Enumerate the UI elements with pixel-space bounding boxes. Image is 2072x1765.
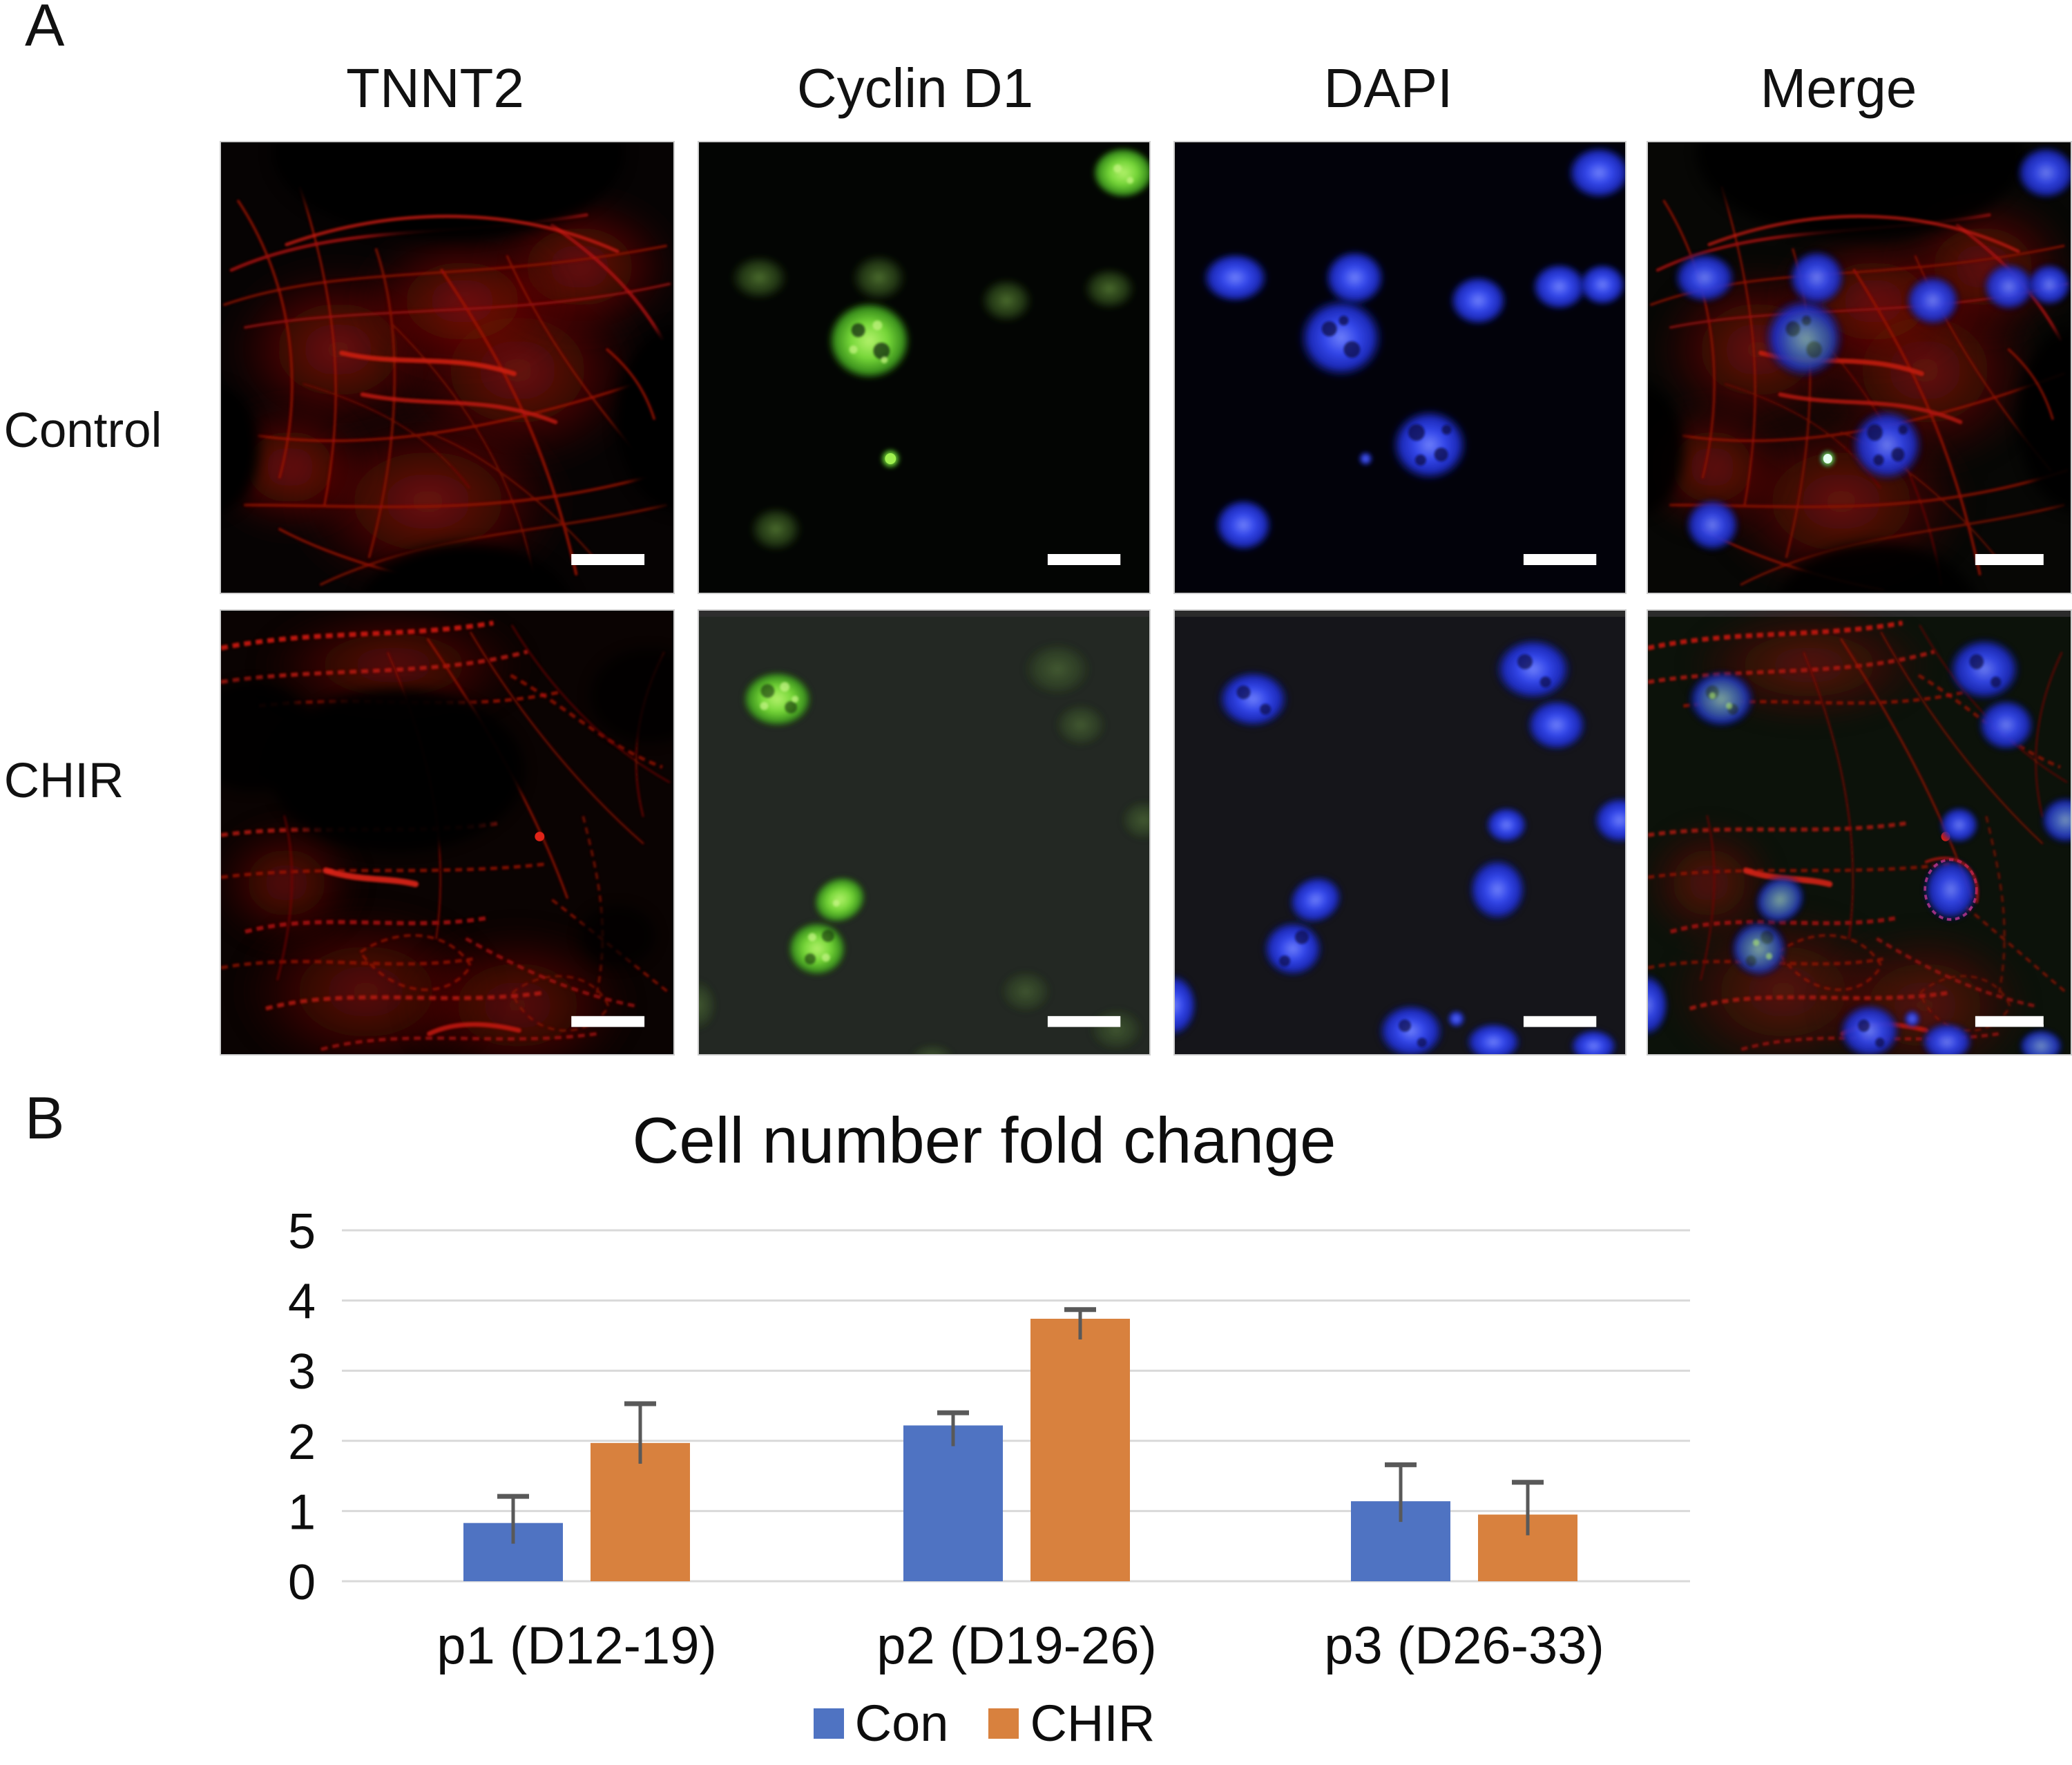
y-tick-label: 4 — [288, 1275, 316, 1330]
dapi-control-image — [1175, 142, 1625, 593]
chart-title: Cell number fold change — [632, 1104, 1336, 1176]
row-label-chir: CHIR — [3, 754, 124, 808]
legend-label-con: Con — [854, 1695, 949, 1752]
panel-b-label: B — [25, 1085, 65, 1152]
merge-chir-image — [1648, 611, 2071, 1054]
micrograph-chir-merge — [1647, 609, 2072, 1056]
cyclin-d1-chir-image — [699, 611, 1149, 1054]
cyclin-d1-control-image — [699, 142, 1149, 593]
micrograph-chir-cyclin-d1 — [698, 609, 1151, 1056]
column-header-tnnt2: TNNT2 — [346, 57, 524, 119]
legend-swatch-chir — [988, 1708, 1019, 1739]
scale-bar — [1047, 1015, 1121, 1027]
row-label-control: Control — [3, 403, 162, 458]
column-header-cyclin-d1: Cyclin D1 — [796, 57, 1034, 119]
y-tick-label: 0 — [288, 1555, 316, 1610]
scale-bar — [1975, 1015, 2044, 1027]
column-header-dapi: DAPI — [1323, 57, 1453, 119]
y-tick-label: 5 — [288, 1204, 316, 1259]
micrograph-chir-dapi — [1173, 609, 1627, 1056]
scale-bar — [571, 1015, 645, 1027]
micrograph-control-cyclin-d1 — [698, 141, 1151, 594]
scale-bar — [1047, 554, 1121, 565]
x-category-label: p2 (D19-26) — [876, 1616, 1157, 1675]
scale-bar — [1975, 554, 2044, 565]
bar-chart: 0 1 2 3 4 5 p1 (D12-19) p2 (D19-26) p3 (D26-33) — [288, 1204, 1690, 1675]
tnnt2-control-image — [221, 142, 673, 593]
bar-chir-2 — [1030, 1319, 1130, 1581]
micrograph-chir-tnnt2 — [220, 609, 675, 1056]
y-tick-label: 2 — [288, 1415, 316, 1470]
legend-swatch-con — [813, 1708, 844, 1739]
x-category-label: p1 (D12-19) — [437, 1616, 717, 1675]
scale-bar — [1523, 554, 1597, 565]
y-tick-label: 3 — [288, 1344, 316, 1400]
chart-legend: Con CHIR — [276, 1698, 1692, 1749]
legend-label-chir: CHIR — [1030, 1695, 1155, 1752]
column-header-merge: Merge — [1760, 57, 1917, 119]
legend-item-chir: CHIR — [988, 1698, 1155, 1749]
legend-item-con: Con — [813, 1695, 949, 1752]
scale-bar — [571, 554, 645, 565]
bar-con-2 — [903, 1425, 1003, 1581]
tnnt2-chir-image — [221, 611, 673, 1054]
micrograph-control-dapi — [1173, 141, 1627, 594]
bar-chir-1 — [591, 1442, 690, 1581]
scale-bar — [1523, 1015, 1597, 1027]
dapi-chir-image — [1175, 611, 1625, 1054]
y-tick-label: 1 — [288, 1485, 316, 1540]
micrograph-control-tnnt2 — [220, 141, 675, 594]
x-category-label: p3 (D26-33) — [1324, 1616, 1604, 1675]
merge-control-image — [1648, 142, 2071, 593]
panel-a-label: A — [25, 0, 65, 59]
micrograph-control-merge — [1647, 141, 2072, 594]
